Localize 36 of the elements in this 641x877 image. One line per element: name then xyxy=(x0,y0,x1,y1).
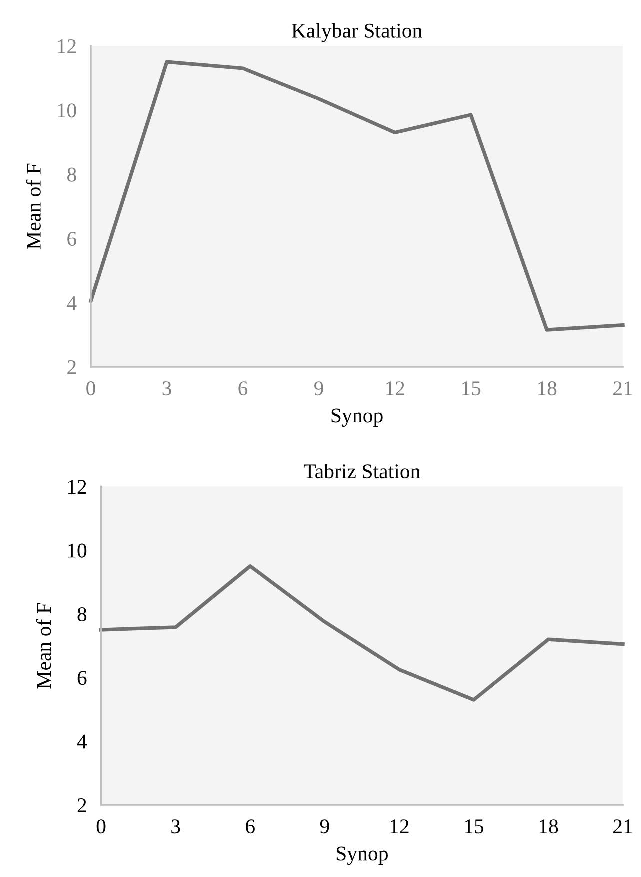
y-axis-title: Mean of F xyxy=(36,603,52,689)
y-tick-label: 12 xyxy=(68,480,86,494)
line-series xyxy=(99,564,625,702)
x-tick-label: 3 xyxy=(172,820,180,834)
x-tick-label: 6 xyxy=(238,382,248,396)
y-tick-label: 2 xyxy=(68,360,76,374)
line-series xyxy=(89,60,625,332)
x-tick-label: 18 xyxy=(538,382,557,396)
x-tick-label: 15 xyxy=(465,820,484,834)
x-tick-label: 21 xyxy=(614,382,632,396)
x-tick-label: 9 xyxy=(320,820,330,834)
x-tick-label: 12 xyxy=(386,382,404,396)
x-tick-label: 3 xyxy=(162,382,172,396)
y-tick-label: 4 xyxy=(77,734,88,749)
y-tick-label: 8 xyxy=(68,168,76,182)
y-tick-label: 6 xyxy=(78,671,87,686)
x-axis-title: Synop xyxy=(336,846,388,866)
x-tick-label: 0 xyxy=(86,382,96,396)
chart-title: Kalybar Station xyxy=(292,23,422,42)
y-tick-label: 8 xyxy=(78,607,87,622)
y-tick-label: 2 xyxy=(78,798,86,812)
x-tick-label: 18 xyxy=(540,820,558,834)
y-tick-label: 12 xyxy=(58,39,76,54)
x-axis-title: Synop xyxy=(332,408,383,428)
y-tick-label: 6 xyxy=(68,232,77,246)
y-tick-label: 10 xyxy=(58,104,76,118)
x-tick-label: 0 xyxy=(96,820,106,834)
y-tick-label: 4 xyxy=(67,296,77,310)
y-axis-title: Mean of F xyxy=(26,164,41,250)
x-tick-label: 9 xyxy=(314,382,324,396)
x-tick-label: 15 xyxy=(462,382,481,396)
x-tick-label: 21 xyxy=(614,820,632,834)
chart-title: Tabriz Station xyxy=(304,464,420,479)
x-tick-label: 12 xyxy=(390,820,409,834)
y-tick-label: 10 xyxy=(68,544,87,558)
x-tick-label: 6 xyxy=(246,820,255,834)
